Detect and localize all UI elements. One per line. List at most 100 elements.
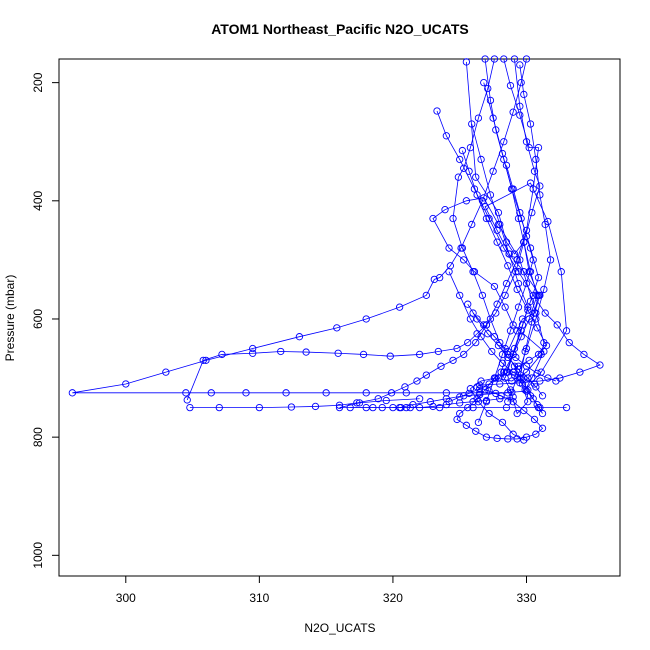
data-point xyxy=(520,90,528,99)
data-point xyxy=(333,324,341,332)
x-axis: 300 310 320 330 xyxy=(116,576,537,605)
data-point xyxy=(460,350,468,359)
data-point xyxy=(378,403,386,412)
data-point xyxy=(386,352,394,360)
data-point xyxy=(295,333,304,341)
data-point xyxy=(538,392,547,400)
series-line xyxy=(467,303,543,397)
data-point xyxy=(255,403,264,412)
data-point xyxy=(513,256,521,264)
data-point xyxy=(464,338,472,347)
data-point xyxy=(508,377,516,385)
data-point xyxy=(335,401,344,409)
data-point xyxy=(532,315,540,323)
data-point xyxy=(477,377,485,385)
data-point xyxy=(480,78,488,87)
data-point xyxy=(242,389,250,397)
data-point xyxy=(517,78,525,87)
data-point xyxy=(490,282,499,291)
y-tick-label: 800 xyxy=(31,427,45,447)
data-point xyxy=(536,191,544,199)
data-point xyxy=(469,398,477,406)
y-tick-label: 1000 xyxy=(31,542,45,569)
data-point xyxy=(434,347,442,356)
y-tick-label: 200 xyxy=(31,72,45,92)
data-point xyxy=(433,107,441,115)
data-point xyxy=(476,390,484,399)
series-line xyxy=(471,123,529,379)
data-point xyxy=(509,430,517,438)
data-point xyxy=(514,365,523,373)
chart-title: ATOM1 Northeast_Pacific N2O_UCATS xyxy=(211,21,469,37)
data-point xyxy=(517,327,525,335)
data-point xyxy=(542,341,551,350)
data-point xyxy=(504,398,512,406)
series-0 xyxy=(429,58,571,444)
data-point xyxy=(395,403,404,412)
data-point xyxy=(576,368,584,376)
data-point xyxy=(282,389,290,397)
data-point xyxy=(509,350,517,359)
data-point xyxy=(517,333,525,341)
data-point xyxy=(498,149,507,158)
data-point xyxy=(526,297,535,305)
data-point xyxy=(476,385,484,393)
data-point xyxy=(501,291,509,299)
series-10 xyxy=(346,387,531,412)
data-point xyxy=(530,415,539,424)
data-point xyxy=(476,389,484,397)
data-point xyxy=(504,435,512,443)
data-point xyxy=(449,356,457,364)
series-16 xyxy=(468,120,532,382)
x-axis-label: N2O_UCATS xyxy=(304,621,375,635)
data-point xyxy=(456,291,464,299)
data-point xyxy=(460,256,468,264)
data-point xyxy=(530,167,539,175)
data-point xyxy=(516,111,524,119)
data-point xyxy=(490,374,499,382)
data-point xyxy=(215,403,223,412)
data-point xyxy=(534,143,543,152)
data-point xyxy=(462,58,471,66)
data-point xyxy=(437,362,445,370)
data-point xyxy=(453,415,461,424)
data-point xyxy=(501,303,509,311)
series-4 xyxy=(183,55,544,404)
data-point xyxy=(441,206,449,214)
data-point xyxy=(359,350,368,359)
data-point xyxy=(186,403,194,412)
data-point xyxy=(182,389,190,397)
data-point xyxy=(522,362,531,370)
data-point xyxy=(528,374,536,382)
series-line xyxy=(350,390,527,409)
data-point xyxy=(413,377,421,385)
data-point xyxy=(522,344,531,353)
series-line xyxy=(436,110,601,386)
data-point xyxy=(442,400,451,409)
data-point xyxy=(472,338,480,347)
series-11 xyxy=(469,309,560,385)
data-point xyxy=(454,173,463,181)
data-point xyxy=(488,347,496,356)
data-point xyxy=(530,380,539,388)
data-point xyxy=(490,333,499,341)
data-point xyxy=(516,102,524,110)
data-point xyxy=(500,138,508,146)
data-point xyxy=(553,321,561,329)
data-point xyxy=(508,185,516,193)
data-point xyxy=(468,220,476,229)
data-point xyxy=(486,191,495,199)
data-point xyxy=(486,96,495,105)
series-line xyxy=(432,61,567,441)
data-point xyxy=(481,55,489,63)
data-point xyxy=(335,403,344,412)
data-point xyxy=(541,220,549,229)
data-point xyxy=(456,409,464,418)
data-point xyxy=(458,146,467,155)
data-point xyxy=(506,81,515,90)
data-point xyxy=(546,256,555,264)
series-line xyxy=(456,58,544,440)
data-point xyxy=(469,268,477,276)
series-6 xyxy=(433,107,604,389)
data-point xyxy=(509,398,517,406)
